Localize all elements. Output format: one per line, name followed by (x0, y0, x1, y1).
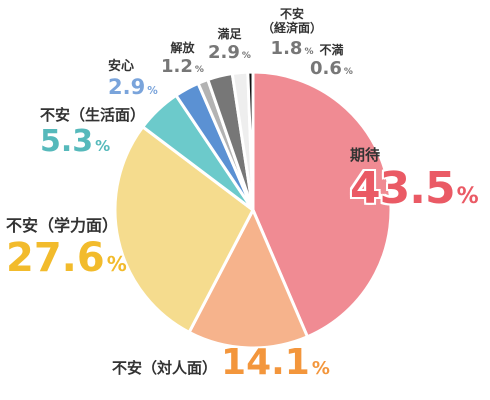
slice-name: 不安 （経済面） (262, 7, 323, 35)
slice-value-number: 0.6 (310, 58, 342, 79)
slice-value: 1.2% (161, 58, 204, 76)
slice-name: 不安（対人面） (112, 359, 218, 377)
slice-name: 不満 (319, 43, 344, 57)
slice-value: 43.5% (350, 167, 479, 211)
slice-name: 不安（学力面） (6, 216, 119, 235)
slice-name: 期待 (350, 146, 381, 164)
slice-label-anxiety-daily-life: 不安（生活面） 5.3% (40, 108, 145, 157)
slice-name: 不安（生活面） (40, 106, 146, 124)
slice-value: 0.6% (310, 60, 353, 78)
slice-value-number: 43.5 (350, 163, 456, 214)
slice-value-number: 5.3 (40, 124, 94, 159)
percent-sign: % (311, 358, 330, 379)
slice-value: 2.9% (208, 44, 251, 62)
slice-label-satisfaction: 満足 2.9% (208, 28, 251, 62)
percent-sign: % (343, 67, 353, 77)
slice-value: 5.3% (40, 127, 145, 157)
pie-slice-dissatisfaction (246, 70, 255, 212)
slice-label-dissatisfaction: 不満 0.6% (310, 44, 353, 78)
slice-value: 27.6% (6, 238, 127, 278)
slice-label-anxiety-economic: 不安 （経済面） 1.8% (262, 7, 323, 59)
percent-sign: % (95, 137, 111, 155)
slice-label-expectation: 期待 43.5% (350, 146, 479, 211)
slice-value-number: 2.9 (108, 75, 146, 99)
percent-sign: % (304, 46, 314, 57)
pie-slice-expectation (251, 70, 393, 339)
slice-value-number: 2.9 (208, 42, 240, 63)
slice-value: 1.8% (262, 37, 322, 59)
percent-sign: % (147, 85, 158, 97)
slice-value-number: 14.1 (221, 342, 310, 383)
slice-value: 2.9% (108, 77, 158, 98)
percent-sign: % (194, 65, 204, 75)
slice-value: 14.1% (221, 345, 330, 381)
slice-label-liberation: 解放 1.2% (161, 42, 204, 76)
slice-label-anxiety-academic: 不安（学力面） 27.6% (6, 216, 127, 279)
slice-name: 安心 (108, 59, 135, 74)
slice-label-anxiety-interpersonal: 不安（対人面） 14.1% (112, 345, 330, 381)
slice-name: 満足 (217, 27, 242, 41)
pie-slice-anxiety-academic (113, 125, 255, 334)
percent-sign: % (106, 252, 127, 276)
slice-value-number: 1.8 (270, 37, 303, 59)
slice-value-number: 27.6 (6, 235, 105, 281)
pie-slice-anxiety-interpersonal (187, 208, 309, 350)
slice-name: 解放 (170, 41, 195, 55)
percent-sign: % (241, 51, 251, 61)
slice-value-number: 1.2 (161, 56, 193, 77)
slice-label-relief: 安心 2.9% (108, 60, 158, 98)
percent-sign: % (456, 184, 479, 209)
